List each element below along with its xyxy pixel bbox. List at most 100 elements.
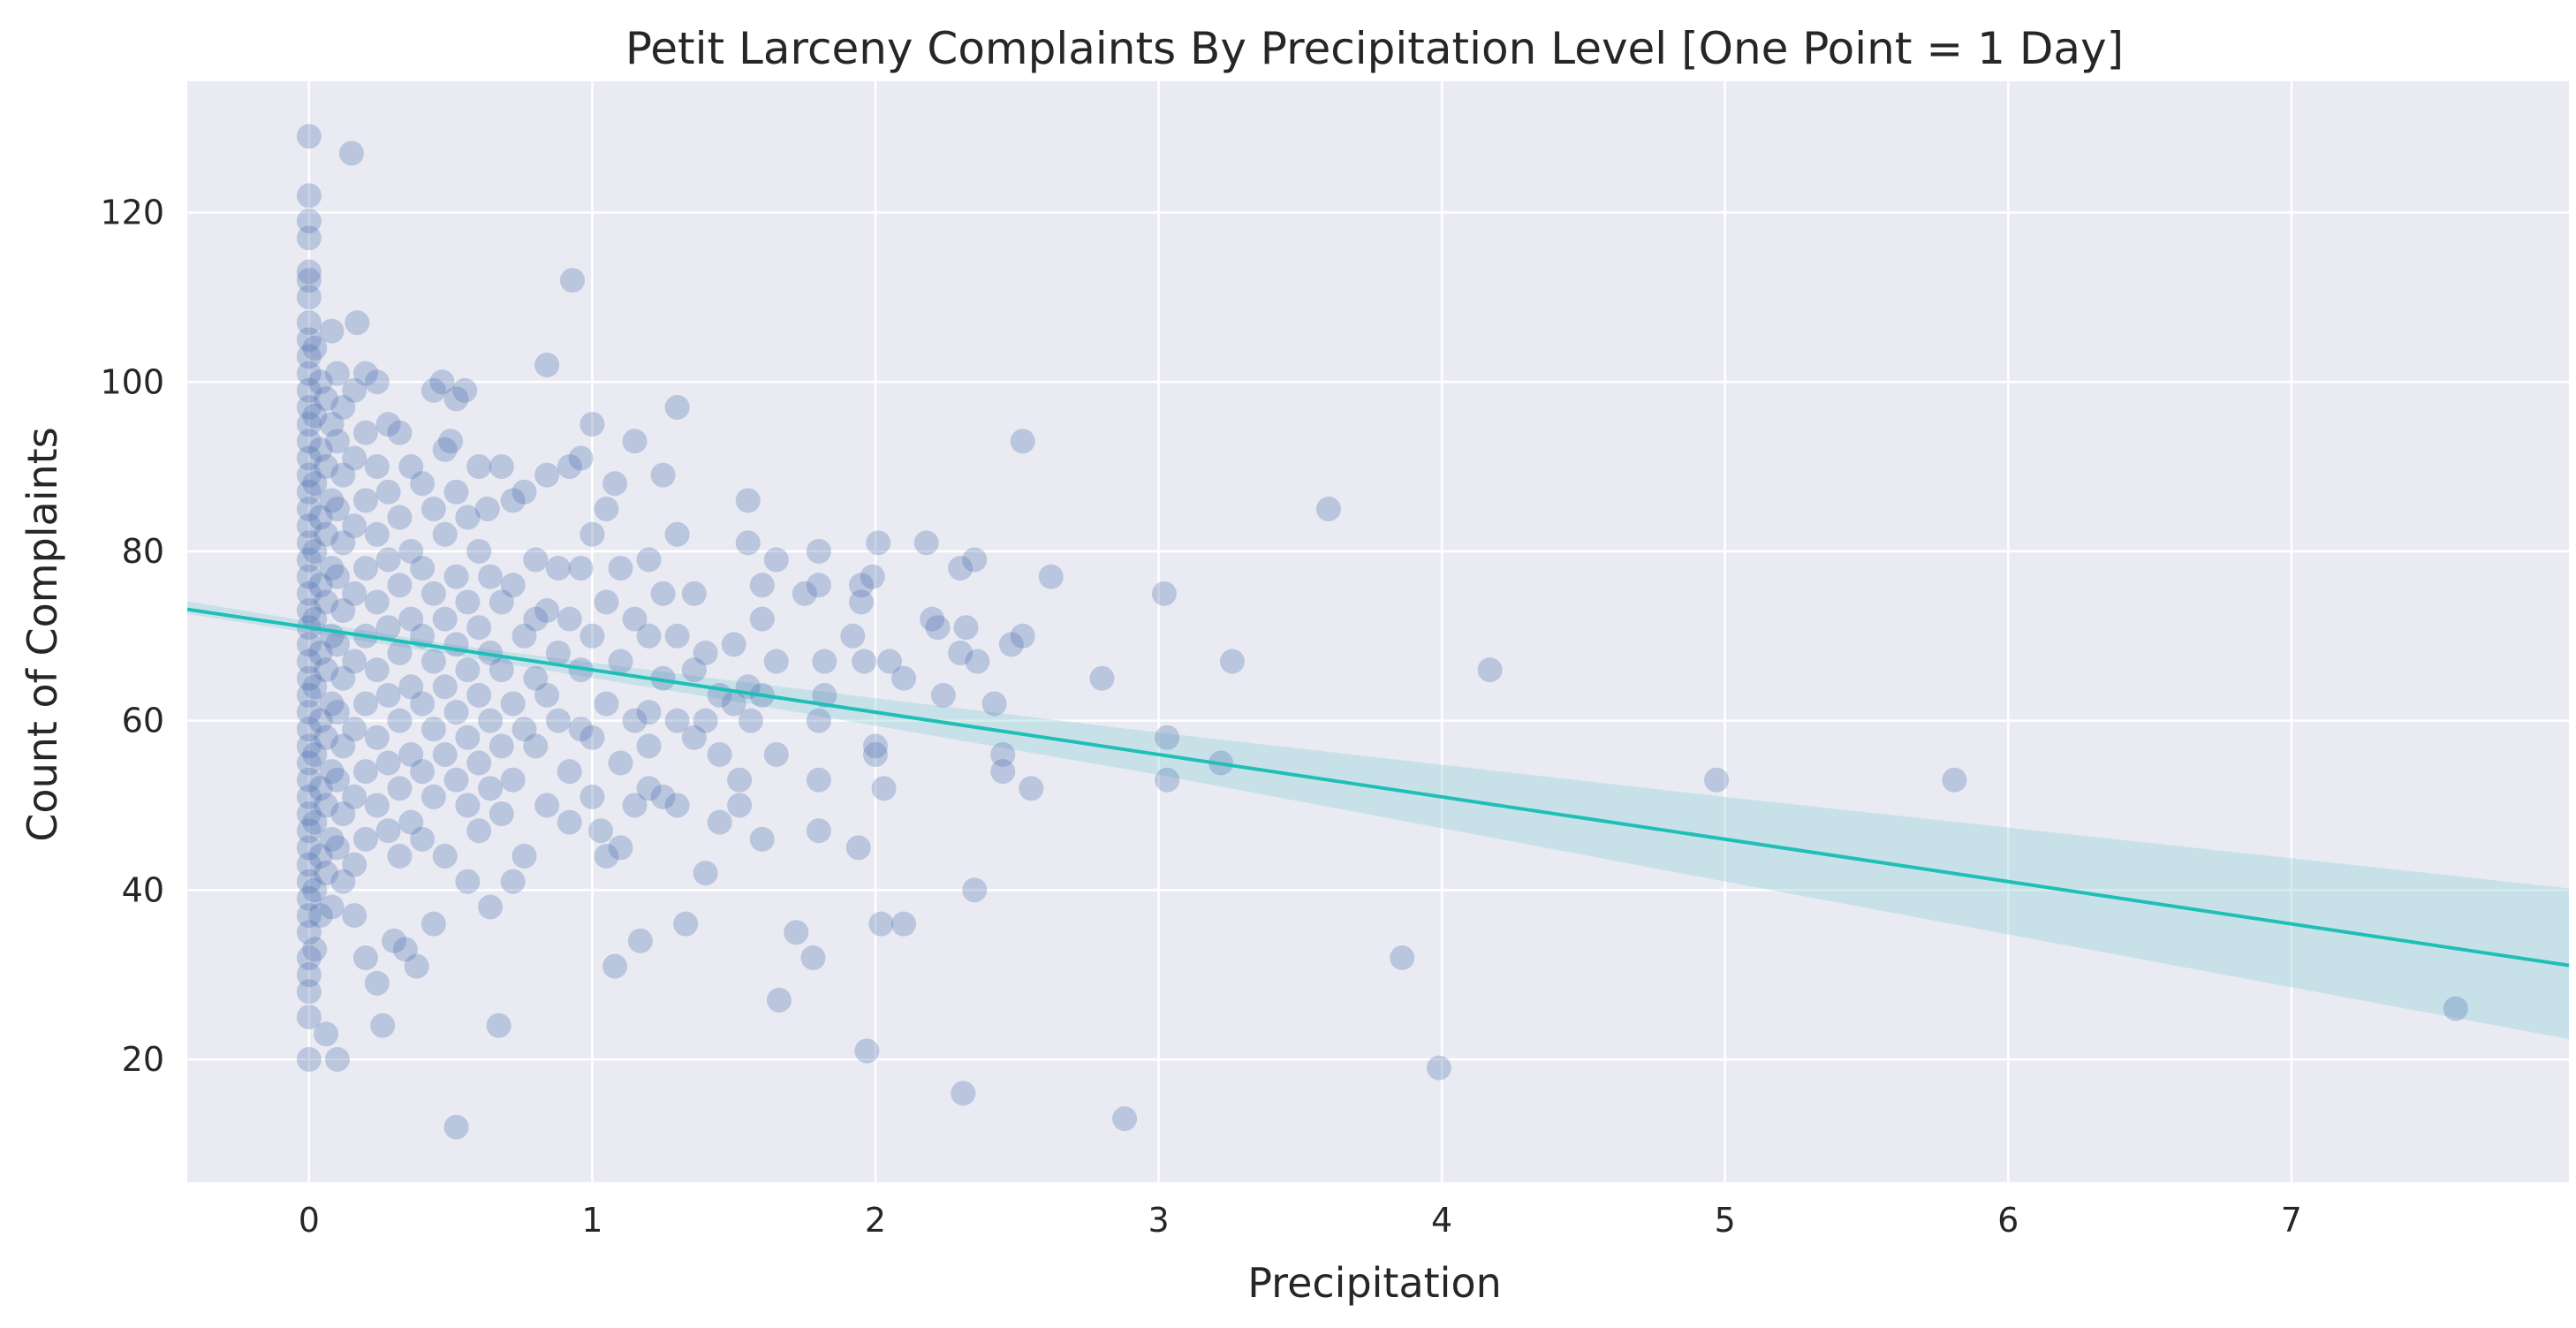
data-point: [324, 700, 350, 725]
data-point: [962, 877, 988, 903]
data-point: [693, 861, 718, 886]
data-point: [664, 521, 690, 547]
data-point: [420, 911, 446, 937]
data-point: [443, 1114, 469, 1140]
data-point: [296, 259, 322, 285]
data-point: [478, 894, 504, 920]
data-point: [930, 682, 956, 708]
data-point: [951, 1081, 976, 1106]
data-point: [296, 818, 322, 844]
data-point: [432, 606, 458, 632]
data-point: [557, 759, 582, 785]
data-point: [681, 657, 707, 683]
x-tick-label: 6: [1997, 1201, 2019, 1240]
data-point: [806, 818, 831, 844]
data-point: [330, 733, 356, 759]
data-point: [534, 682, 560, 708]
data-point: [296, 310, 322, 336]
data-point: [302, 674, 328, 700]
data-point: [534, 598, 560, 624]
data-point: [314, 386, 339, 412]
x-tick-label: 5: [1715, 1201, 1736, 1240]
data-point: [410, 691, 436, 717]
x-tick-label: 1: [581, 1201, 602, 1240]
data-point: [330, 598, 356, 624]
data-point: [410, 759, 436, 785]
x-axis-label: Precipitation: [1247, 1259, 1502, 1307]
data-point: [314, 861, 339, 886]
data-point: [452, 377, 478, 403]
data-point: [852, 649, 877, 674]
data-point: [314, 1021, 339, 1047]
data-point: [920, 606, 945, 632]
data-point: [352, 420, 378, 445]
data-point: [296, 344, 322, 369]
data-point: [860, 564, 885, 589]
data-point: [296, 412, 322, 437]
data-point: [398, 674, 424, 700]
data-point: [636, 776, 662, 801]
data-point: [398, 741, 424, 767]
data-point: [455, 505, 481, 530]
data-point: [602, 471, 628, 497]
data-point: [693, 640, 718, 665]
data-point: [489, 657, 514, 683]
data-point: [324, 360, 350, 386]
data-point: [342, 649, 367, 674]
data-point: [763, 547, 789, 573]
data-point: [511, 843, 537, 869]
data-point: [523, 733, 549, 759]
data-point: [296, 979, 322, 1005]
data-point: [375, 479, 401, 505]
data-point: [296, 581, 322, 606]
data-point: [627, 928, 653, 953]
data-point: [302, 335, 328, 360]
data-point: [489, 733, 514, 759]
data-point: [432, 741, 458, 767]
data-point: [559, 268, 585, 293]
data-point: [324, 497, 350, 522]
data-point: [324, 1047, 350, 1073]
data-point: [602, 953, 628, 979]
data-point: [296, 327, 322, 353]
data-point: [948, 556, 974, 581]
data-point: [342, 581, 367, 606]
data-point: [296, 682, 322, 708]
x-tick-label: 2: [865, 1201, 886, 1240]
data-point: [792, 581, 817, 606]
data-point: [314, 793, 339, 818]
data-point: [812, 649, 837, 674]
data-point: [387, 640, 413, 665]
data-point: [296, 717, 322, 742]
data-point: [707, 809, 732, 835]
x-tick-label: 3: [1148, 1201, 1169, 1240]
data-point: [455, 657, 481, 683]
data-point: [307, 776, 333, 801]
data-point: [330, 665, 356, 691]
data-point: [681, 581, 707, 606]
data-point: [302, 606, 328, 632]
data-point: [727, 793, 753, 818]
data-point: [319, 759, 345, 785]
data-point: [622, 708, 648, 733]
data-point: [387, 843, 413, 869]
data-point: [812, 682, 837, 708]
data-point: [330, 869, 356, 894]
data-point: [296, 377, 322, 403]
data-point: [580, 784, 605, 809]
y-tick-label: 80: [122, 532, 164, 571]
data-point: [296, 962, 322, 988]
data-point: [296, 852, 322, 877]
data-point: [580, 412, 605, 437]
data-point: [302, 937, 328, 962]
data-point: [580, 623, 605, 649]
data-point: [296, 445, 322, 471]
data-point: [296, 767, 322, 793]
data-point: [307, 369, 333, 395]
data-point: [296, 885, 322, 911]
data-point: [410, 826, 436, 852]
y-tick-label: 20: [122, 1040, 164, 1079]
data-point: [296, 784, 322, 809]
data-point: [296, 835, 322, 861]
